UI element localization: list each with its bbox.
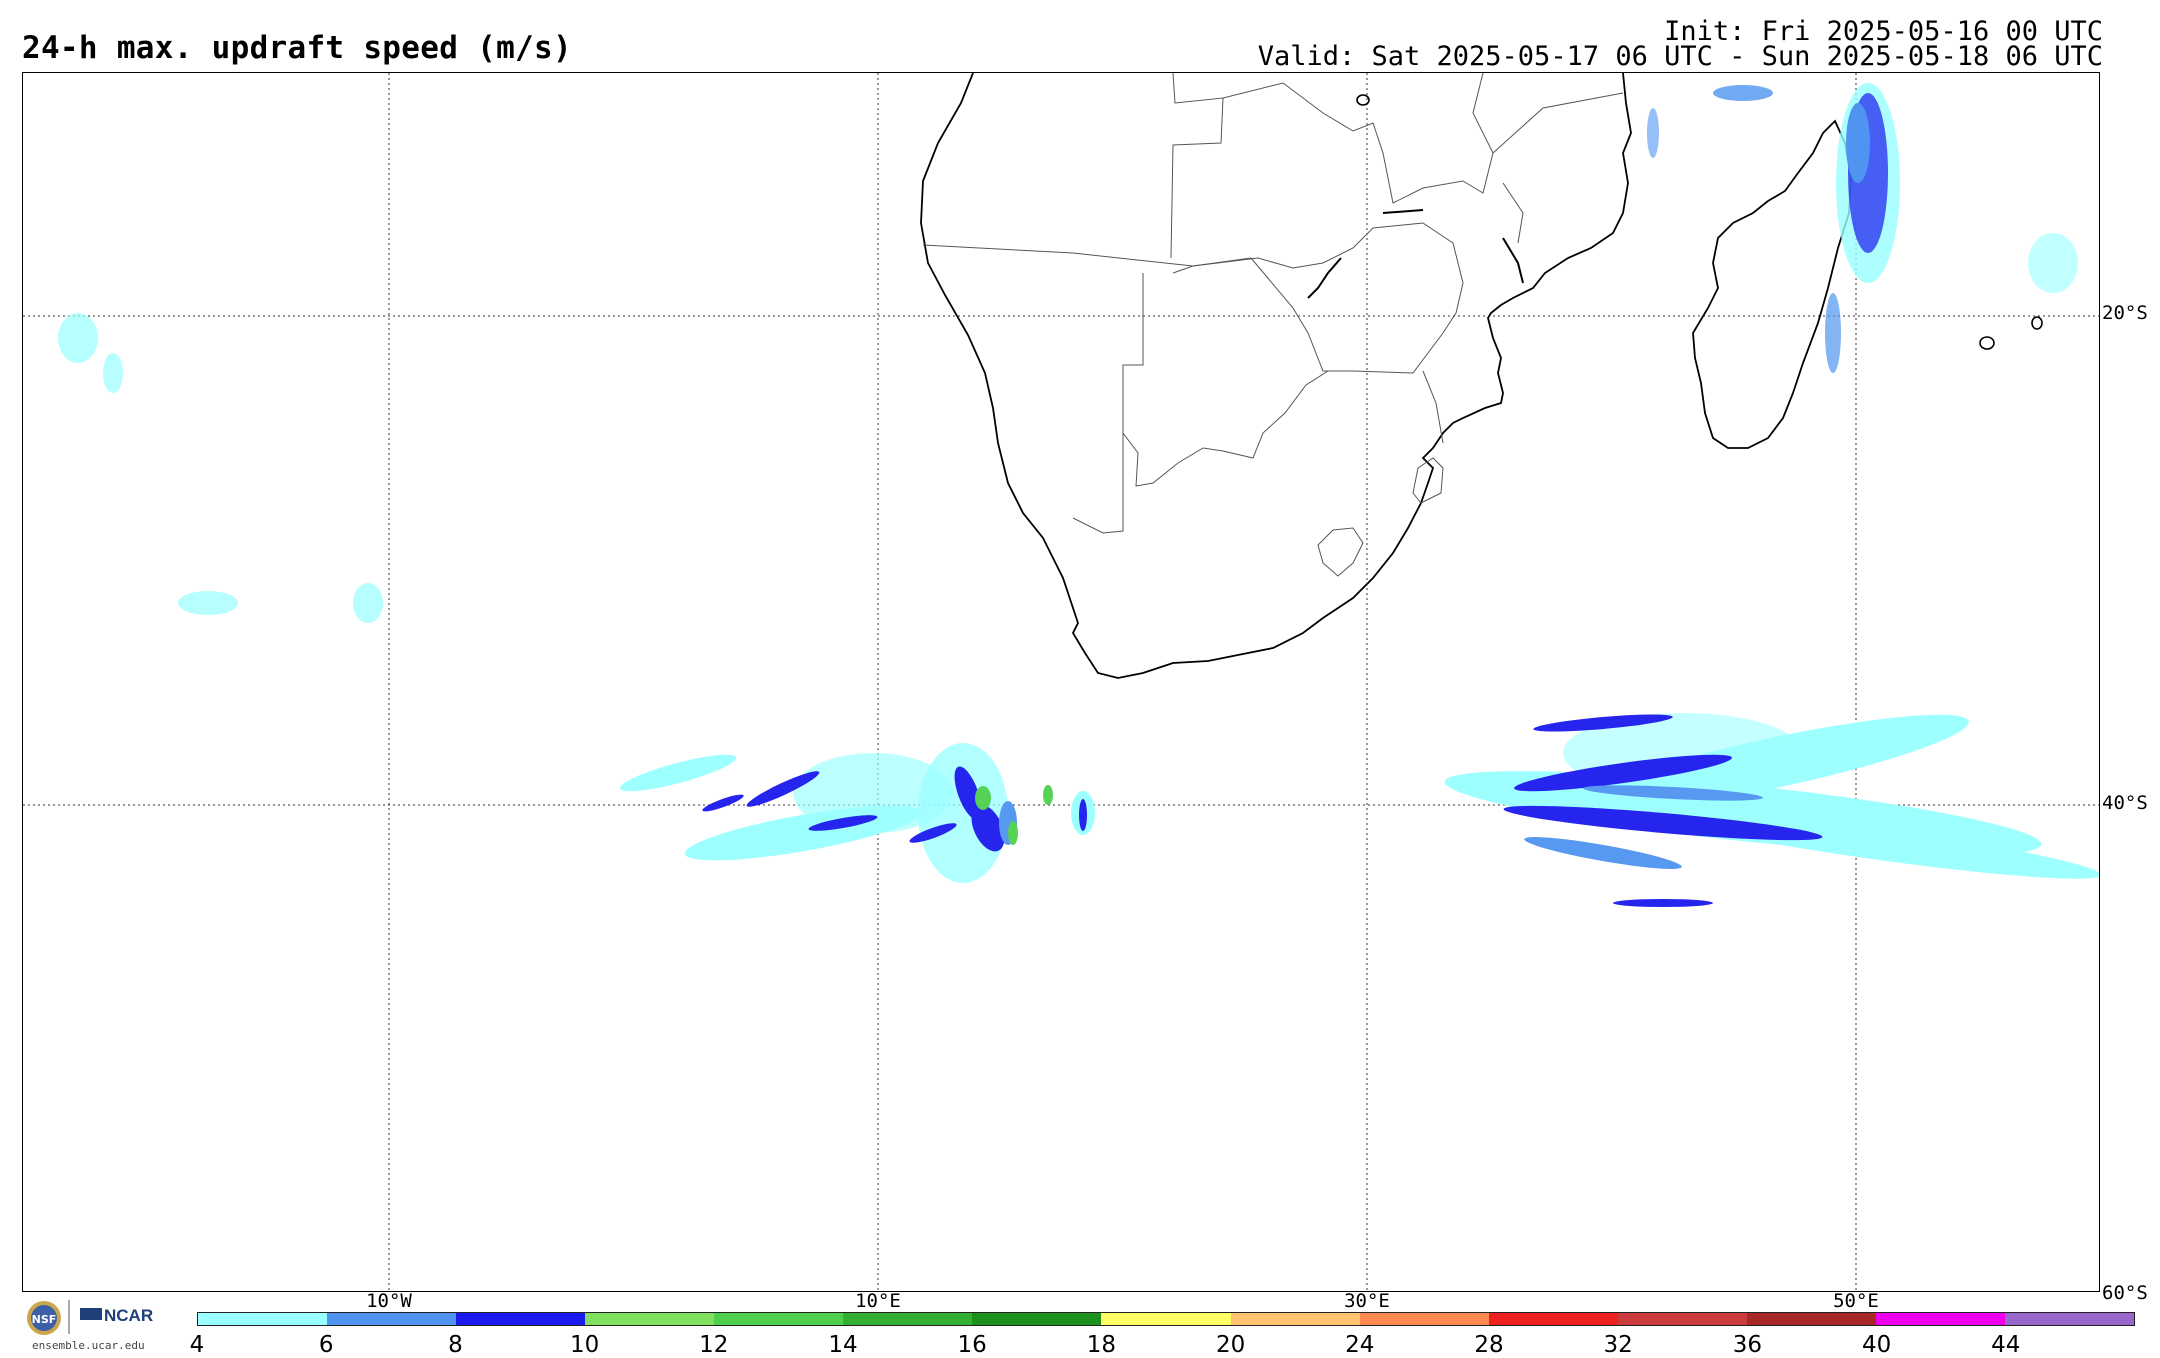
- lon-label-10w: 10°W: [366, 1290, 412, 1312]
- colorbar-segment-3: [585, 1313, 715, 1325]
- lake-outline: [1356, 94, 1370, 106]
- colorbar-segment-2: [456, 1313, 586, 1325]
- updraft-field: [58, 83, 2099, 907]
- graticule: [23, 73, 2099, 1291]
- map-title: 24-h max. updraft speed (m/s): [22, 30, 572, 66]
- colorbar-label-24: 24: [1345, 1332, 1375, 1358]
- mauritius-island: [2031, 316, 2043, 330]
- colorbar-segment-6: [972, 1313, 1102, 1325]
- ensemble-url: ensemble.ucar.edu: [32, 1339, 145, 1352]
- updraft-cluster-madagascar: [1647, 83, 2078, 373]
- ncar-logo-mark: [80, 1308, 102, 1320]
- colorbar-segment-7: [1101, 1313, 1231, 1325]
- inland-lakes: [1307, 209, 1524, 299]
- colorbar-label-14: 14: [828, 1332, 858, 1358]
- colorbar-label-36: 36: [1732, 1332, 1763, 1358]
- footer-logos: NSF: [27, 1300, 102, 1335]
- colorbar-segment-4: [714, 1313, 844, 1325]
- colorbar-segment-13: [1875, 1313, 2005, 1325]
- colorbar-label-8: 8: [448, 1332, 463, 1358]
- lesotho-border: [1317, 527, 1364, 577]
- reunion-island: [1979, 336, 1995, 350]
- ncar-logo-text: NCAR: [104, 1306, 154, 1325]
- lon-label-30e: 30°E: [1344, 1290, 1390, 1312]
- colorbar-label-4: 4: [189, 1332, 205, 1358]
- updraft-cluster-indian-ocean: [1444, 713, 2099, 907]
- colorbar-segment-12: [1746, 1313, 1876, 1325]
- colorbar-segment-9: [1359, 1313, 1489, 1325]
- country-borders: [922, 73, 1624, 577]
- colorbar-label-20: 20: [1215, 1332, 1246, 1358]
- colorbar-label-16: 16: [957, 1332, 987, 1358]
- madagascar-coastline: [1692, 119, 1852, 449]
- nsf-logo: NSF: [27, 1301, 61, 1335]
- colorbar-label-44: 44: [1991, 1332, 2021, 1358]
- updraft-scattered: [58, 313, 383, 623]
- colorbar-label-12: 12: [699, 1332, 729, 1358]
- colorbar-segment-11: [1617, 1313, 1747, 1325]
- colorbar-segment-0: [198, 1313, 328, 1325]
- africa-coastline: [920, 73, 1632, 679]
- updraft-cluster-south-atlantic: [619, 743, 1095, 883]
- colorbar-label-6: 6: [318, 1332, 334, 1358]
- valid-period: Valid: Sat 2025-05-17 06 UTC - Sun 2025-…: [1257, 41, 2103, 72]
- lon-label-10e: 10°E: [855, 1290, 901, 1312]
- lon-label-50e: 50°E: [1833, 1290, 1879, 1312]
- map-panel: [22, 72, 2100, 1292]
- init-time: Init: Fri 2025-05-16 00 UTC: [1664, 16, 2103, 47]
- colorbar-label-18: 18: [1086, 1332, 1117, 1358]
- colorbar-segment-5: [843, 1313, 973, 1325]
- colorbar-segment-1: [327, 1313, 457, 1325]
- colorbar-label-32: 32: [1603, 1332, 1633, 1358]
- nsf-logo-text: NSF: [32, 1313, 57, 1326]
- lat-label-60s: 60°S: [2102, 1282, 2148, 1304]
- colorbar-segment-10: [1488, 1313, 1618, 1325]
- colorbar-segment-14: [2004, 1313, 2134, 1325]
- colorbar-label-10: 10: [569, 1332, 600, 1358]
- colorbar: [197, 1312, 2135, 1326]
- colorbar-label-28: 28: [1474, 1332, 1504, 1358]
- colorbar-segment-8: [1230, 1313, 1360, 1325]
- lat-label-40s: 40°S: [2102, 792, 2148, 814]
- eswatini-border: [1412, 457, 1444, 504]
- map-canvas: [23, 73, 2099, 1291]
- colorbar-label-40: 40: [1861, 1332, 1892, 1358]
- lat-label-20s: 20°S: [2102, 302, 2148, 324]
